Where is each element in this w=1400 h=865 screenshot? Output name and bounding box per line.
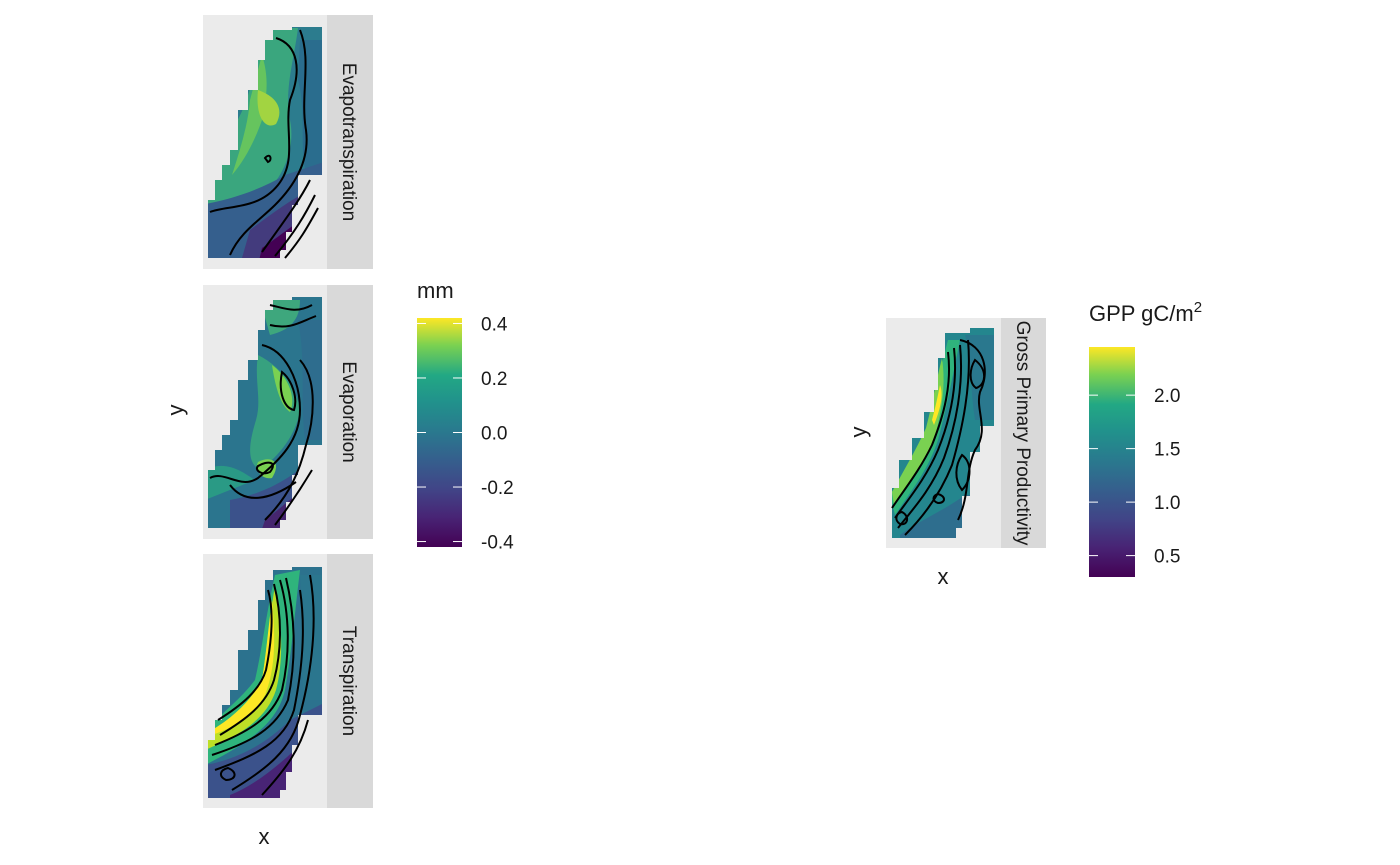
legend-tick-label: 0.4 bbox=[481, 314, 508, 335]
y-axis-title: y bbox=[846, 427, 871, 438]
strip-label: Evapotranspiration bbox=[338, 63, 359, 221]
legend-tick-label: 0.0 bbox=[481, 424, 507, 445]
legend-title: mm bbox=[417, 278, 454, 303]
legend-mm: mm 0.4 0.2 0.0 -0.2 -0.4 bbox=[417, 278, 514, 554]
strip-background bbox=[327, 554, 373, 808]
legend-title-text: GPP gC/m bbox=[1089, 301, 1194, 326]
facet-transpiration: Transpiration bbox=[203, 554, 373, 808]
strip-label: Evaporation bbox=[338, 361, 359, 462]
legend-gpp: GPP gC/m2 2.0 1.5 1.0 0.5 bbox=[1089, 299, 1202, 577]
legend-ticks: 0.4 0.2 0.0 -0.2 -0.4 bbox=[417, 314, 514, 554]
legend-tick-label: 1.5 bbox=[1154, 440, 1180, 461]
colorbar bbox=[1089, 347, 1135, 577]
strip-label: Gross Primary Productivity bbox=[1012, 321, 1033, 546]
contours-evapotranspiration bbox=[209, 29, 319, 259]
x-axis-title: x bbox=[938, 564, 949, 589]
strip-background bbox=[327, 15, 373, 269]
contours-evaporation bbox=[209, 304, 317, 526]
facet-evapotranspiration: Evapotranspiration bbox=[203, 15, 373, 269]
strip-background bbox=[1001, 318, 1046, 548]
legend-tick-label: 2.0 bbox=[1154, 386, 1180, 407]
contours-transpiration bbox=[211, 574, 315, 796]
facet-evaporation: Evaporation bbox=[203, 285, 373, 539]
legend-title: GPP gC/m2 bbox=[1089, 299, 1202, 326]
legend-tick-label: -0.4 bbox=[481, 533, 514, 554]
legend-ticks: 2.0 1.5 1.0 0.5 bbox=[1089, 386, 1180, 568]
contours-gpp bbox=[891, 339, 986, 536]
right-chart: Gross Primary Productivity x y GPP gC/m2… bbox=[846, 299, 1202, 589]
strip-background bbox=[327, 285, 373, 539]
left-chart: Evapotranspiration bbox=[163, 15, 514, 849]
legend-title-superscript: 2 bbox=[1194, 299, 1202, 316]
legend-tick-label: 0.2 bbox=[481, 369, 507, 390]
legend-tick-label: 0.5 bbox=[1154, 547, 1180, 568]
y-axis-title: y bbox=[163, 405, 188, 416]
strip-label-viewport: Gross Primary Productivity bbox=[1012, 321, 1033, 546]
facet-gross-primary-productivity: Gross Primary Productivity bbox=[886, 318, 1046, 548]
legend-tick-label: 1.0 bbox=[1154, 493, 1180, 514]
x-axis-title: x bbox=[259, 824, 270, 849]
strip-label: Transpiration bbox=[338, 626, 359, 736]
legend-tick-label: -0.2 bbox=[481, 478, 514, 499]
